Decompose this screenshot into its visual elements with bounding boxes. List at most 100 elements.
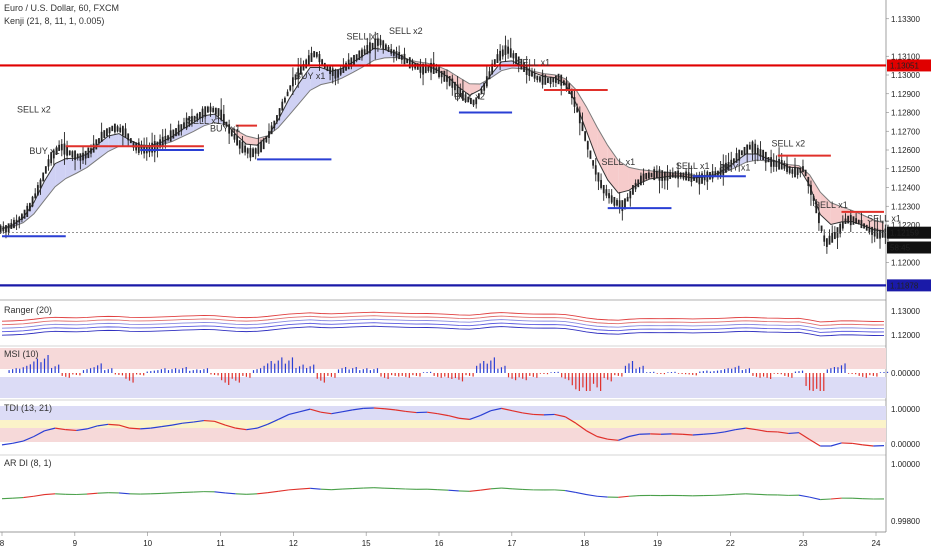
candle-body [121,126,124,136]
ranger-band-line [1,315,885,326]
candle-body [480,88,483,94]
tdi-line-segment [44,427,56,432]
ardi-line-segment [256,492,268,495]
price-badge-label: 58:45 [890,244,911,253]
candle-body [586,141,589,150]
candle-body [501,49,504,57]
candle-body [525,64,528,75]
candle-body [446,75,448,82]
pane-tick-label: 1.12000 [891,331,920,340]
candle-body [807,176,810,186]
candle-body [26,205,29,217]
y-tick-label: 1.12600 [891,146,920,155]
candle-body [108,127,111,134]
candle-body [127,133,130,141]
ardi-line-segment [342,488,353,490]
tdi-line-segment [564,416,577,424]
y-tick-label: 1.13300 [891,15,920,24]
candle-body [613,196,616,206]
candle-body [424,64,427,74]
candle-body [520,58,523,70]
candle-body [398,51,401,60]
x-tick-label: 10 [143,539,152,548]
candle-body [244,145,246,153]
ardi-line-segment [490,487,502,490]
candle-body [318,54,321,63]
candle-body [703,175,706,181]
candle-body [475,97,478,105]
candle-body [249,148,252,158]
candle-body [246,148,249,154]
ma-cloud [841,206,853,222]
candle-body [711,171,714,179]
candle-body [653,169,656,181]
ma-cloud [193,115,204,132]
candle-body [531,71,533,77]
indicator-label: Kenji (21, 8, 11, 1, 0.005) [4,16,105,26]
x-tick-label: 17 [507,539,516,548]
ardi-line-segment [597,495,608,498]
candle-body [180,124,183,132]
candle-body [841,221,844,229]
candle-body [448,76,451,86]
candle-body [366,45,369,55]
candle-body [573,97,576,107]
tdi-line-segment [118,424,130,429]
candle-body [427,65,430,71]
tdi-line-segment [437,413,449,417]
ma-cloud [65,158,77,179]
tdi-line-segment [182,421,194,424]
candle-body [594,165,597,175]
candle-body [384,44,387,50]
sell-signal-label: SELL x1 [601,157,635,167]
ardi-line-segment [501,487,513,490]
ma-cloud [87,144,98,168]
candle-body [2,226,5,232]
ma-cloud [597,127,608,180]
ardi-line-segment [512,488,523,490]
candle-body [483,82,486,91]
x-tick-label: 11 [216,539,225,548]
tdi-line-segment [384,408,396,411]
ardi-line-segment [310,487,321,490]
tdi-line-segment [214,420,226,426]
candle-body [464,94,467,103]
tdi-line-segment [76,428,88,432]
ma-cloud [448,70,459,88]
tdi-line-segment [86,425,98,430]
candle-body [79,153,82,161]
candle-body [299,66,302,75]
candle-body [132,141,135,148]
candle-body [645,172,648,180]
ardi-line-segment [23,495,34,499]
candle-body [783,163,786,169]
candle-body [358,50,361,61]
candle-body [406,58,409,64]
tdi-line-segment [341,409,353,413]
candle-body [517,56,520,67]
candle-body [557,73,560,85]
candle-body [71,151,74,158]
pane-title: AR DI (8, 1) [4,458,52,468]
fast-ma-line [1,47,885,232]
candle-body [392,49,395,56]
candle-body [204,106,207,117]
ma-cloud [235,130,247,145]
candle-body [403,53,406,65]
candle-body [454,81,456,91]
price-badge [887,241,931,254]
tdi-line-segment [596,435,608,440]
candle-body [63,143,66,155]
ardi-line-segment [44,493,56,496]
candle-body [116,126,119,132]
ardi-line-segment [331,488,343,491]
candle-body [788,166,791,174]
ardi-line-segment [756,493,768,496]
tdi-line-segment [682,433,693,436]
candle-body [693,176,695,181]
tdi-line-segment [288,411,300,416]
tdi-line-segment [65,429,77,432]
ardi-line-segment [373,487,385,489]
candle-body [284,97,286,103]
